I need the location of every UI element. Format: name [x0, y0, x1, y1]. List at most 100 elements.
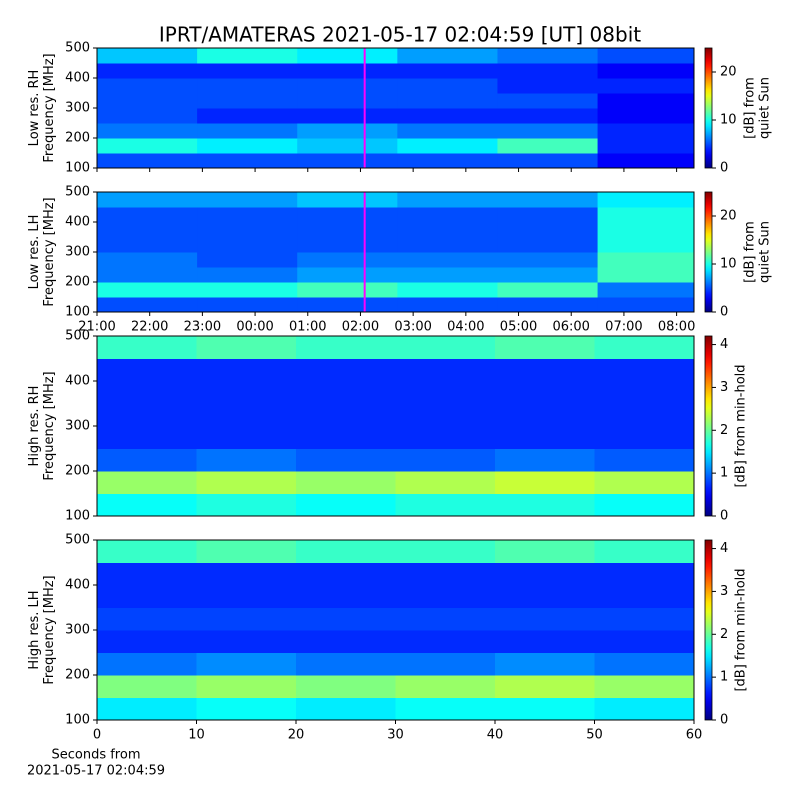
heatmap-cell — [97, 358, 197, 382]
heatmap-cell — [495, 426, 595, 449]
y-tick-label: 300 — [65, 419, 90, 434]
heatmap-cell — [297, 237, 398, 253]
y-tick-label: 400 — [65, 215, 90, 230]
y-tick-label: 100 — [65, 305, 90, 320]
heatmap-cell — [495, 381, 595, 404]
heatmap-cell — [497, 282, 599, 298]
heatmap-cell — [296, 493, 396, 517]
y-axis-label: Low res. RH — [27, 70, 42, 147]
heatmap-cell — [197, 123, 298, 139]
y-axis-label: Frequency [MHz] — [42, 53, 57, 162]
x-tick-label: 10 — [188, 728, 205, 743]
heatmap-cell — [497, 267, 599, 283]
x-tick-label: 21:00 — [78, 320, 115, 335]
heatmap-cell — [495, 607, 595, 631]
y-tick-label: 400 — [65, 71, 90, 86]
heatmap-cell — [395, 697, 496, 721]
heatmap-cell — [296, 697, 396, 721]
y-tick-label: 500 — [65, 185, 90, 200]
heatmap-cell — [97, 267, 198, 283]
heatmap-cell — [397, 138, 498, 154]
heatmap-cell — [597, 138, 695, 154]
heatmap-cell — [97, 297, 198, 313]
x-tick-label: 06:00 — [552, 320, 589, 335]
heatmap-cell — [495, 403, 595, 427]
heatmap-cell — [594, 540, 695, 563]
heatmap-cell — [196, 358, 297, 382]
heatmap-cell — [296, 630, 396, 653]
heatmap-cell — [296, 540, 396, 563]
heatmap-cell — [97, 675, 197, 698]
heatmap-cell — [397, 93, 498, 109]
heatmap-cell — [397, 297, 498, 313]
x-tick-label: 20 — [288, 728, 305, 743]
heatmap-cell — [196, 562, 297, 586]
heatmap-cell — [97, 493, 197, 517]
heatmap-cell — [397, 192, 498, 208]
heatmap-cell — [594, 652, 695, 676]
heatmap-cell — [594, 448, 695, 472]
heatmap-cell — [497, 297, 599, 313]
heatmap-cell — [196, 381, 297, 404]
heatmap-cell — [297, 63, 398, 79]
heatmap-cell — [397, 222, 498, 238]
heatmap-cell — [196, 585, 297, 608]
colorbar — [704, 539, 713, 721]
heatmap-cell — [97, 108, 198, 124]
heatmap-cell — [395, 585, 496, 608]
heatmap-cell — [395, 403, 496, 427]
heatmap-cell — [594, 381, 695, 404]
heatmap-cell — [497, 48, 599, 64]
heatmap-cell — [97, 192, 198, 208]
heatmap-cell — [597, 153, 695, 169]
heatmap-cell — [197, 78, 298, 94]
heatmap-cell — [395, 607, 496, 631]
heatmap-cell — [97, 607, 197, 631]
heatmap-cell — [597, 63, 695, 79]
heatmap-cell — [397, 153, 498, 169]
heatmap-cell — [597, 207, 695, 223]
heatmap-cell — [97, 153, 198, 169]
heatmap-cell — [97, 448, 197, 472]
heatmap-cell — [296, 607, 396, 631]
heatmap-cell — [297, 153, 398, 169]
heatmap-cell — [397, 123, 498, 139]
y-tick-label: 200 — [65, 275, 90, 290]
heatmap-cell — [495, 336, 595, 359]
heatmap-cell — [397, 78, 498, 94]
heatmap-cell — [597, 93, 695, 109]
heatmap-cell — [97, 138, 198, 154]
x-tick-label: 08:00 — [658, 320, 695, 335]
colorbar-tick-label: 3 — [720, 380, 728, 395]
heatmap-cell — [97, 237, 198, 253]
y-axis-label: Frequency [MHz] — [42, 575, 57, 684]
y-axis-label: Frequency [MHz] — [42, 371, 57, 480]
heatmap-cell — [495, 358, 595, 382]
colorbar-tick-label: 3 — [720, 584, 728, 599]
x-axis-label: Seconds from — [51, 748, 140, 763]
heatmap-cell — [196, 471, 297, 494]
heatmap-cell — [296, 652, 396, 676]
colorbar-tick-label: 0 — [720, 161, 728, 176]
heatmap-cell — [297, 282, 398, 298]
y-tick-label: 100 — [65, 713, 90, 728]
heatmap-cell — [397, 48, 498, 64]
heatmap-cell — [97, 123, 198, 139]
colorbar-label: [dB] from min-hold — [734, 364, 749, 487]
heatmap-cell — [97, 78, 198, 94]
heatmap-cell — [97, 282, 198, 298]
heatmap-cell — [395, 426, 496, 449]
heatmap-cell — [297, 297, 398, 313]
heatmap-cell — [594, 697, 695, 721]
heatmap-cell — [297, 192, 398, 208]
heatmap-cell — [497, 93, 599, 109]
heatmap-cell — [296, 448, 396, 472]
heatmap-cell — [196, 540, 297, 563]
colorbar-tick-label: 20 — [720, 209, 737, 224]
heatmap-cell — [97, 48, 198, 64]
heatmap-cell — [395, 471, 496, 494]
heatmap-cell — [297, 108, 398, 124]
heatmap-cell — [97, 207, 198, 223]
x-tick-label: 40 — [487, 728, 504, 743]
